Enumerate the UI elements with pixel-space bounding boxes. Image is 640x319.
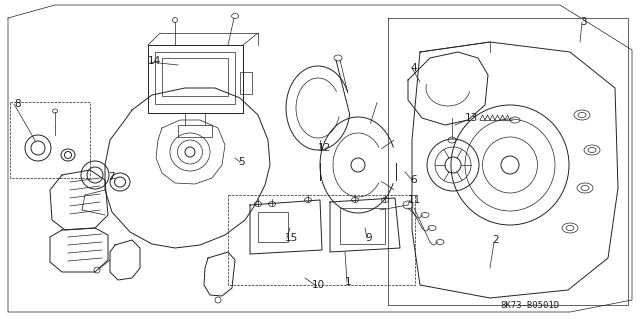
Text: 8K73-B0501D: 8K73-B0501D (500, 301, 559, 310)
Text: 15: 15 (285, 233, 298, 243)
Text: 2: 2 (492, 235, 499, 245)
Text: 10: 10 (312, 280, 325, 290)
Text: 8: 8 (14, 99, 20, 109)
Bar (162, 58, 228, 96)
Text: 11: 11 (408, 195, 421, 205)
Bar (340, 208, 385, 244)
Bar (148, 45, 243, 113)
Text: 1: 1 (345, 277, 351, 287)
Text: 9: 9 (365, 233, 372, 243)
Text: 5: 5 (238, 157, 244, 167)
Text: 14: 14 (148, 56, 161, 66)
Bar (155, 52, 235, 104)
Bar (178, 125, 212, 137)
Text: 3: 3 (580, 17, 587, 27)
Bar (258, 212, 288, 242)
Text: 7: 7 (108, 172, 115, 182)
Text: 4: 4 (410, 63, 417, 73)
Text: 13: 13 (465, 113, 478, 123)
Text: 12: 12 (318, 143, 332, 153)
Text: 6: 6 (410, 175, 417, 185)
Bar (240, 72, 252, 94)
